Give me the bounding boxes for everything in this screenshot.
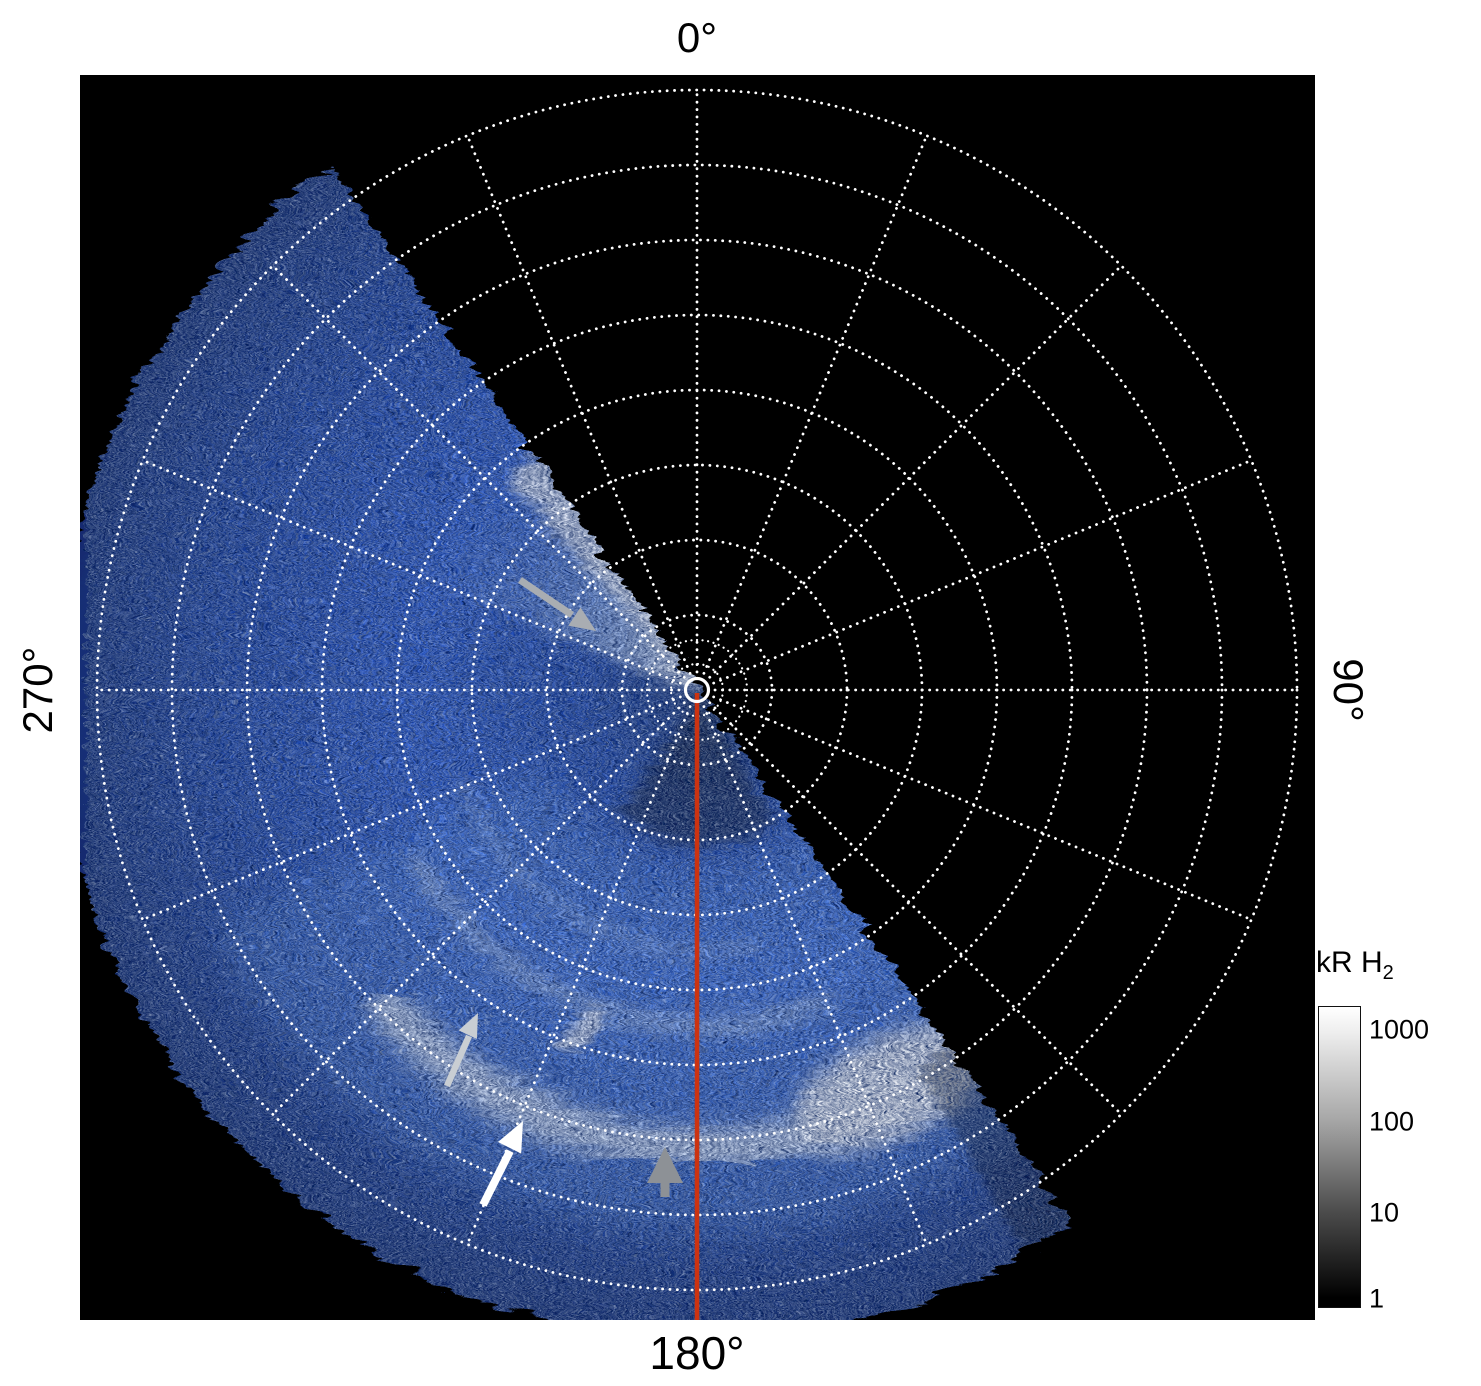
grid-spoke	[465, 134, 692, 675]
grid-ring	[245, 238, 1149, 1142]
pole-center-marker	[683, 676, 711, 704]
grid-spoke	[141, 695, 682, 922]
angle-label-180: 180°	[649, 1327, 745, 1379]
grid-spoke	[271, 701, 686, 1116]
colorbar-tick-1000: 1000	[1369, 1014, 1430, 1045]
colorbar-title: kR H2	[1316, 946, 1394, 984]
grid-spoke	[712, 695, 1253, 922]
grid-ring	[320, 313, 1074, 1067]
colorbar-tick-10: 10	[1369, 1197, 1400, 1228]
angle-label-90: 90°	[1325, 658, 1372, 722]
grid-spoke	[141, 458, 682, 685]
colorbar-tick-1: 1	[1369, 1283, 1385, 1314]
lightgray-arrow-lower-left-icon	[444, 1013, 478, 1088]
grid-spoke	[708, 701, 1123, 1116]
colorbar-tick-100: 100	[1369, 1106, 1415, 1137]
white-arrow-lower-left-icon	[479, 1121, 523, 1207]
colorbar-gradient	[1318, 1006, 1361, 1308]
colorbar: kR H2 1000 100 10 1	[1312, 946, 1481, 1326]
grid-spoke	[702, 134, 929, 675]
angle-label-0: 0°	[676, 14, 718, 61]
polar-plot-svg	[51, 75, 1315, 1336]
grid-ring	[170, 163, 1224, 1217]
gray-arrow-upper-icon	[518, 577, 596, 631]
grid-spoke	[465, 705, 692, 1246]
grid-ring	[95, 88, 1299, 1292]
gray-arrowhead-bottom-icon	[647, 1147, 683, 1197]
grid-spoke	[712, 458, 1253, 685]
polar-plot-area	[51, 75, 1315, 1336]
angle-label-270: 270°	[14, 646, 61, 734]
grid-spoke	[708, 264, 1123, 679]
grid-spoke	[702, 705, 929, 1246]
grid-spoke	[271, 264, 686, 679]
